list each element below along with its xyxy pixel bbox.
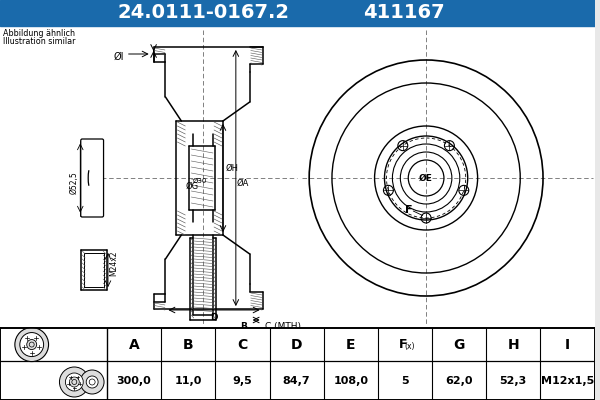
Text: Ø52,5: Ø52,5 [69,172,78,194]
Circle shape [80,370,104,394]
Text: I: I [565,338,570,352]
Text: Ø30: Ø30 [193,178,208,184]
Text: G: G [454,338,465,352]
Text: ØE: ØE [419,174,433,182]
Text: A: A [129,338,139,352]
Text: C (MTH): C (MTH) [265,322,301,331]
Bar [0,328,595,400]
Circle shape [86,376,98,388]
Text: F: F [405,205,412,215]
Text: (x): (x) [404,342,415,351]
Text: 108,0: 108,0 [333,376,368,386]
Text: 84,7: 84,7 [283,376,310,386]
Text: F: F [399,338,407,351]
Text: D: D [291,338,302,352]
Text: 9,5: 9,5 [233,376,253,386]
Text: 300,0: 300,0 [117,376,151,386]
Text: 62,0: 62,0 [445,376,473,386]
Circle shape [65,373,83,391]
Circle shape [20,332,44,356]
Text: M12x1,5: M12x1,5 [541,376,594,386]
Text: 24.0111-0167.2: 24.0111-0167.2 [117,4,289,22]
Text: E: E [346,338,356,352]
FancyBboxPatch shape [81,139,104,217]
Bar [0,26,595,328]
Text: D: D [210,313,218,322]
Text: 11,0: 11,0 [175,376,202,386]
Circle shape [59,367,89,397]
Text: B: B [183,338,194,352]
Text: ØH: ØH [226,164,239,172]
Text: 52,3: 52,3 [500,376,527,386]
Text: H: H [508,338,519,352]
Bar [0,0,595,26]
Text: B: B [240,322,247,331]
Text: 411167: 411167 [364,4,445,22]
Circle shape [70,377,79,387]
Text: ØA: ØA [237,178,249,188]
Circle shape [27,340,37,350]
Text: ØI: ØI [113,52,124,62]
Text: ØG: ØG [185,182,199,190]
Text: C: C [238,338,248,352]
Text: M24x2: M24x2 [109,250,118,276]
Text: Illustration similar: Illustration similar [3,37,76,46]
Circle shape [15,328,49,362]
Text: Abbildung ähnlich: Abbildung ähnlich [3,29,75,38]
Text: 5: 5 [401,376,409,386]
